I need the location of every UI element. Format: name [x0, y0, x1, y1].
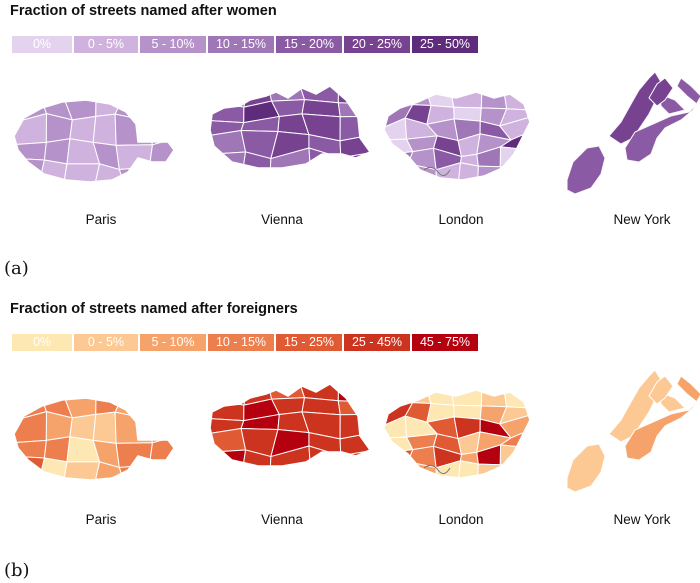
maps [0, 60, 700, 220]
map-region [477, 463, 509, 478]
map-region [384, 449, 414, 467]
map-region [384, 151, 414, 169]
city-map-vienna [210, 86, 370, 168]
city-outline [383, 91, 531, 181]
legend-item: 0% [12, 334, 72, 351]
map-region [92, 113, 117, 146]
map-region [339, 413, 370, 440]
map-region [114, 411, 153, 444]
maps [0, 358, 700, 518]
city-label-new-york: New York [613, 512, 671, 527]
map-region [337, 384, 370, 403]
map-region [648, 77, 674, 107]
map-region [62, 163, 101, 182]
panel-label: (b) [4, 560, 30, 581]
map-region [146, 120, 174, 146]
legend-item: 10 - 15% [208, 334, 274, 351]
map-region [210, 449, 247, 466]
city-outline [13, 99, 175, 183]
map-region [141, 398, 174, 423]
city-outline [383, 389, 531, 479]
map-region [148, 165, 174, 182]
map-region [148, 463, 174, 480]
chart-title: Fraction of streets named after women [10, 3, 277, 19]
map-region [115, 144, 153, 170]
panel-foreigners: Fraction of streets named after foreigne… [0, 298, 700, 583]
city-label-paris: Paris [85, 512, 117, 527]
map-region [114, 113, 153, 146]
map-region [499, 464, 530, 478]
map-region [499, 166, 530, 180]
map-region [648, 375, 674, 405]
chart-title: Fraction of streets named after foreigne… [10, 301, 298, 317]
maps-svg [13, 370, 700, 492]
panel-women: Fraction of streets named after women 0%… [0, 0, 700, 290]
legend-item: 0% [12, 36, 72, 53]
legend: 0% 0 - 5% 5 - 10% 10 - 15% 15 - 20% 20 -… [12, 36, 480, 54]
map-region [14, 113, 47, 146]
legend-item: 5 - 10% [140, 334, 206, 351]
river-line [423, 166, 451, 176]
city-map-ny [567, 72, 700, 194]
city-map-vienna [210, 384, 370, 466]
map-region [337, 400, 370, 416]
legend: 0% 0 - 5% 5 - 10% 10 - 15% 15 - 25% 25 -… [12, 334, 480, 352]
river-line [423, 464, 451, 474]
map-region [92, 411, 117, 444]
map-region [115, 442, 153, 468]
map-region [384, 163, 414, 180]
legend-item: 15 - 20% [276, 36, 342, 53]
map-region [499, 108, 530, 127]
map-region [337, 86, 370, 105]
city-label-vienna: Vienna [261, 212, 303, 227]
legend-item: 15 - 25% [276, 334, 342, 351]
map-region [69, 413, 97, 441]
legend-item: 0 - 5% [74, 334, 138, 351]
city-label-paris: Paris [85, 212, 117, 227]
city-outline [209, 383, 372, 467]
map-region [210, 427, 247, 453]
map-region [339, 115, 370, 142]
map-region [141, 100, 174, 125]
legend-item: 25 - 45% [344, 334, 410, 351]
city-label-london: London [438, 212, 484, 227]
map-region [146, 418, 174, 444]
map-region [477, 165, 509, 180]
map-region [624, 375, 700, 461]
city-label-london: London [438, 512, 484, 527]
map-region [499, 414, 530, 439]
legend-item: 20 - 25% [344, 36, 410, 53]
map-region [210, 151, 247, 168]
map-region [62, 461, 101, 480]
map-region [210, 129, 247, 155]
legend-item: 0 - 5% [74, 36, 138, 53]
legend-item: 10 - 15% [208, 36, 274, 53]
map-region [337, 102, 370, 118]
maps-svg [13, 72, 700, 194]
map-region [567, 443, 606, 492]
city-label-vienna: Vienna [261, 512, 303, 527]
map-region [118, 464, 154, 480]
city-outline [13, 397, 175, 481]
map-region [43, 138, 71, 165]
city-map-ny [567, 370, 700, 492]
map-region [43, 436, 71, 463]
map-region [384, 461, 414, 478]
city-outline [209, 85, 372, 169]
city-label-new-york: New York [613, 212, 671, 227]
map-region [499, 116, 530, 141]
map-region [69, 115, 97, 143]
map-region [567, 145, 606, 194]
map-region [14, 411, 47, 444]
legend-item: 45 - 75% [412, 334, 478, 351]
legend-item: 25 - 50% [412, 36, 478, 53]
legend-item: 5 - 10% [140, 36, 206, 53]
panel-label: (a) [4, 258, 29, 279]
map-region [118, 166, 154, 182]
map-region [624, 77, 700, 163]
map-region [499, 406, 530, 425]
